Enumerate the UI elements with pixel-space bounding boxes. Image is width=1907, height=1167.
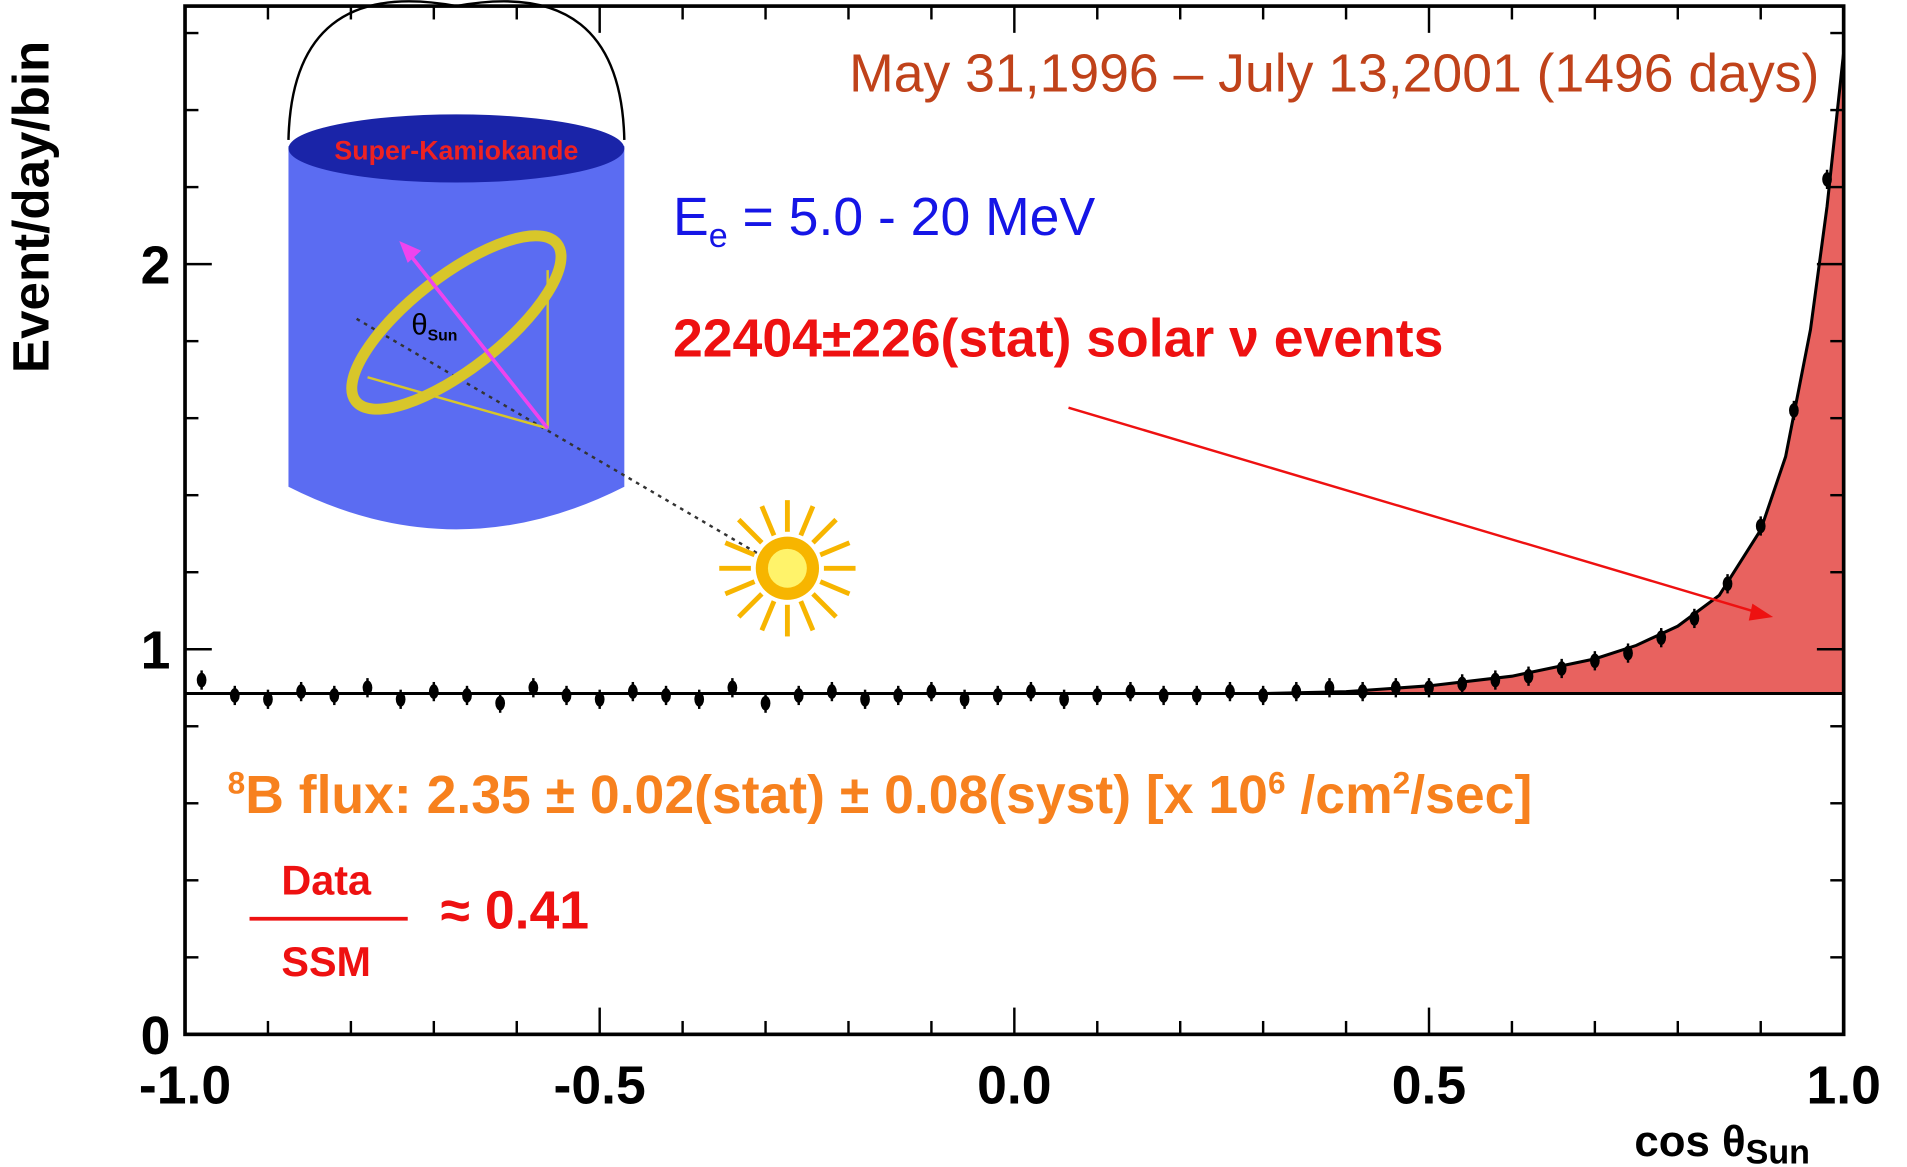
data-point	[1059, 692, 1069, 707]
data-point	[628, 684, 638, 699]
flux-text: /sec]	[1410, 766, 1532, 825]
data-point	[263, 692, 273, 707]
data-point	[562, 688, 572, 703]
data-point	[363, 680, 373, 695]
data-point	[1424, 680, 1434, 695]
data-point	[1126, 684, 1136, 699]
x-tick-label: -0.5	[554, 1057, 646, 1116]
flux-note: 8B flux: 2.35 ± 0.02(stat) ± 0.08(syst) …	[228, 764, 1533, 824]
data-point	[528, 680, 538, 695]
data-point	[1623, 646, 1633, 661]
data-point	[1690, 611, 1700, 626]
data-point	[1756, 519, 1766, 534]
data-point	[1192, 688, 1202, 703]
data-point	[329, 688, 339, 703]
data-point	[1092, 688, 1102, 703]
inset-label: Super-Kamiokande	[334, 135, 578, 165]
data-point	[1026, 684, 1036, 699]
y-axis-label: Event/day/bin	[3, 41, 60, 373]
data-point	[761, 696, 771, 711]
energy-symbol: E	[673, 188, 709, 247]
x-axis-label: cos θSun	[1634, 1117, 1810, 1167]
data-point	[462, 688, 472, 703]
x-tick-label: -1.0	[139, 1057, 231, 1116]
data-point	[927, 684, 937, 699]
flux-sup: 2	[1393, 764, 1411, 800]
flux-sup: 6	[1268, 764, 1286, 800]
data-point	[860, 692, 870, 707]
y-tick-label: 1	[141, 622, 171, 681]
data-point	[993, 688, 1003, 703]
data-point	[1358, 684, 1368, 699]
energy-sub: e	[709, 217, 728, 255]
chart-title: May 31,1996 – July 13,2001 (1496 days)	[849, 44, 1819, 103]
data-point	[1557, 661, 1567, 676]
y-tick-label: 2	[141, 237, 171, 296]
data-point	[197, 673, 207, 688]
energy-text: = 5.0 - 20 MeV	[728, 188, 1096, 247]
x-label-text: cos θ	[1634, 1117, 1745, 1166]
data-point	[1590, 653, 1600, 668]
data-point	[429, 684, 439, 699]
data-point	[728, 680, 738, 695]
data-point	[661, 688, 671, 703]
flux-text: B flux: 2.35 ± 0.02(stat) ± 0.08(syst) […	[245, 766, 1268, 825]
data-point	[1225, 684, 1235, 699]
data-point	[1789, 403, 1799, 418]
x-label-sub: Sun	[1746, 1133, 1810, 1167]
data-point	[1457, 677, 1467, 692]
x-tick-label: 1.0	[1806, 1057, 1880, 1116]
x-tick-label: 0.0	[977, 1057, 1051, 1116]
data-point	[827, 684, 837, 699]
signal-area	[1263, 52, 1844, 693]
energy-range: Ee = 5.0 - 20 MeV	[673, 188, 1095, 255]
inset-angle-symbol: θ	[411, 310, 427, 342]
data-point	[1490, 673, 1500, 688]
ratio-numerator: Data	[281, 857, 372, 903]
data-point	[893, 688, 903, 703]
events-arrow	[1068, 408, 1764, 615]
data-point	[296, 684, 306, 699]
data-point	[1325, 680, 1335, 695]
data-point	[1291, 684, 1301, 699]
events-note: 22404±226(stat) solar ν events	[673, 310, 1443, 369]
data-point	[230, 688, 240, 703]
data-point	[1822, 172, 1832, 187]
data-point	[595, 692, 605, 707]
ratio-denominator: SSM	[281, 939, 371, 985]
data-point	[960, 692, 970, 707]
data-point	[1723, 576, 1733, 591]
data-point	[495, 696, 505, 711]
data-point	[1656, 630, 1666, 645]
data-point	[1524, 669, 1534, 684]
data-point	[1258, 688, 1268, 703]
inset-angle-sub: Sun	[428, 328, 458, 345]
page: 012-1.0-0.50.00.51.0 Super-Kamiokande θS…	[0, 0, 1907, 1167]
chart: 012-1.0-0.50.00.51.0 Super-Kamiokande θS…	[0, 0, 1907, 1167]
flux-sup: 8	[228, 764, 246, 800]
data-point	[1391, 680, 1401, 695]
x-tick-label: 0.5	[1392, 1057, 1466, 1116]
data-point	[794, 688, 804, 703]
flux-text: /cm	[1286, 766, 1393, 825]
data-point	[694, 692, 704, 707]
data-point	[1159, 688, 1169, 703]
data-point	[396, 692, 406, 707]
ratio-value: ≈ 0.41	[441, 881, 589, 940]
